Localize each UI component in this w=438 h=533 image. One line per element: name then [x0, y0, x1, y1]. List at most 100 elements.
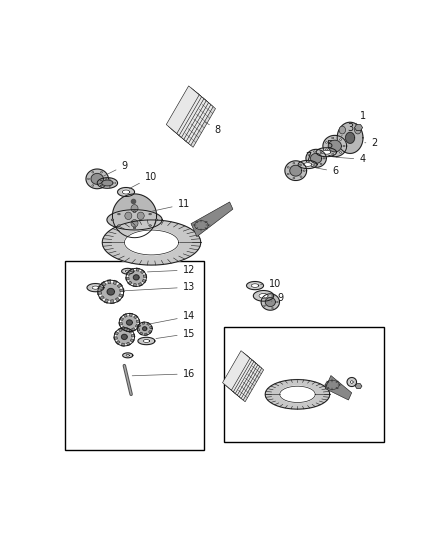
Ellipse shape [339, 139, 342, 140]
Polygon shape [236, 362, 264, 402]
Ellipse shape [149, 225, 152, 227]
Polygon shape [134, 315, 138, 319]
Polygon shape [135, 325, 140, 328]
Polygon shape [142, 279, 146, 283]
Polygon shape [124, 230, 179, 255]
Polygon shape [97, 292, 102, 295]
Polygon shape [121, 334, 127, 340]
Polygon shape [137, 329, 140, 332]
Polygon shape [173, 92, 206, 140]
Ellipse shape [355, 126, 361, 134]
Polygon shape [304, 163, 312, 166]
Ellipse shape [332, 154, 334, 155]
Polygon shape [117, 330, 132, 344]
Polygon shape [306, 149, 326, 167]
Polygon shape [322, 150, 331, 154]
Polygon shape [346, 132, 355, 143]
Polygon shape [234, 361, 261, 400]
Ellipse shape [308, 161, 310, 162]
Ellipse shape [125, 212, 132, 220]
Polygon shape [143, 274, 147, 277]
Polygon shape [355, 384, 362, 389]
Ellipse shape [101, 185, 102, 186]
Polygon shape [259, 294, 268, 298]
Ellipse shape [155, 219, 158, 221]
Ellipse shape [101, 172, 102, 173]
Polygon shape [136, 268, 140, 271]
Polygon shape [91, 173, 103, 184]
Polygon shape [121, 326, 125, 330]
Polygon shape [119, 317, 124, 320]
Polygon shape [126, 277, 129, 280]
Text: 15: 15 [156, 329, 195, 338]
Ellipse shape [314, 151, 315, 152]
Polygon shape [102, 180, 113, 186]
Text: 1: 1 [355, 111, 366, 125]
Polygon shape [122, 190, 130, 194]
Polygon shape [166, 86, 199, 133]
Polygon shape [325, 376, 352, 400]
Polygon shape [127, 342, 131, 346]
Polygon shape [290, 165, 302, 176]
Polygon shape [119, 322, 123, 326]
Ellipse shape [92, 172, 94, 173]
Polygon shape [325, 381, 339, 390]
Ellipse shape [117, 225, 120, 227]
Text: 6: 6 [316, 166, 338, 176]
Polygon shape [141, 270, 145, 273]
Ellipse shape [303, 170, 305, 172]
Polygon shape [171, 90, 204, 138]
Polygon shape [92, 286, 99, 289]
Polygon shape [138, 282, 142, 286]
Ellipse shape [276, 301, 278, 303]
Polygon shape [328, 140, 341, 152]
Polygon shape [142, 322, 145, 324]
Polygon shape [265, 379, 330, 409]
Polygon shape [129, 329, 133, 333]
Polygon shape [113, 194, 156, 238]
Ellipse shape [133, 227, 136, 229]
Polygon shape [337, 122, 363, 154]
Ellipse shape [111, 219, 114, 221]
Text: 3: 3 [341, 124, 353, 137]
Polygon shape [98, 286, 103, 289]
Polygon shape [265, 297, 276, 306]
Polygon shape [150, 326, 152, 329]
Ellipse shape [272, 308, 273, 309]
Polygon shape [124, 327, 127, 330]
Polygon shape [178, 96, 211, 143]
Polygon shape [285, 161, 307, 181]
Ellipse shape [300, 176, 302, 177]
Polygon shape [223, 351, 250, 390]
Ellipse shape [323, 158, 325, 159]
Ellipse shape [314, 165, 315, 166]
Polygon shape [230, 357, 258, 397]
Polygon shape [127, 281, 132, 285]
Polygon shape [147, 322, 150, 325]
Ellipse shape [339, 126, 346, 134]
Polygon shape [107, 209, 162, 230]
Ellipse shape [137, 212, 144, 220]
Polygon shape [126, 354, 130, 356]
Polygon shape [139, 324, 150, 334]
Polygon shape [99, 296, 104, 300]
Text: 11: 11 [152, 199, 190, 211]
Bar [224, 327, 384, 441]
Polygon shape [123, 353, 133, 358]
Text: 14: 14 [149, 311, 195, 324]
Polygon shape [247, 281, 264, 289]
Ellipse shape [325, 149, 328, 150]
Polygon shape [129, 271, 144, 284]
Polygon shape [311, 154, 322, 163]
Ellipse shape [92, 185, 94, 186]
Ellipse shape [293, 163, 295, 164]
Ellipse shape [131, 205, 138, 212]
Text: 2: 2 [365, 138, 378, 148]
Polygon shape [130, 268, 134, 272]
Polygon shape [298, 160, 317, 168]
Polygon shape [323, 135, 346, 157]
Polygon shape [316, 148, 336, 157]
Polygon shape [97, 177, 117, 188]
Polygon shape [148, 330, 152, 334]
Text: 9: 9 [271, 293, 283, 303]
